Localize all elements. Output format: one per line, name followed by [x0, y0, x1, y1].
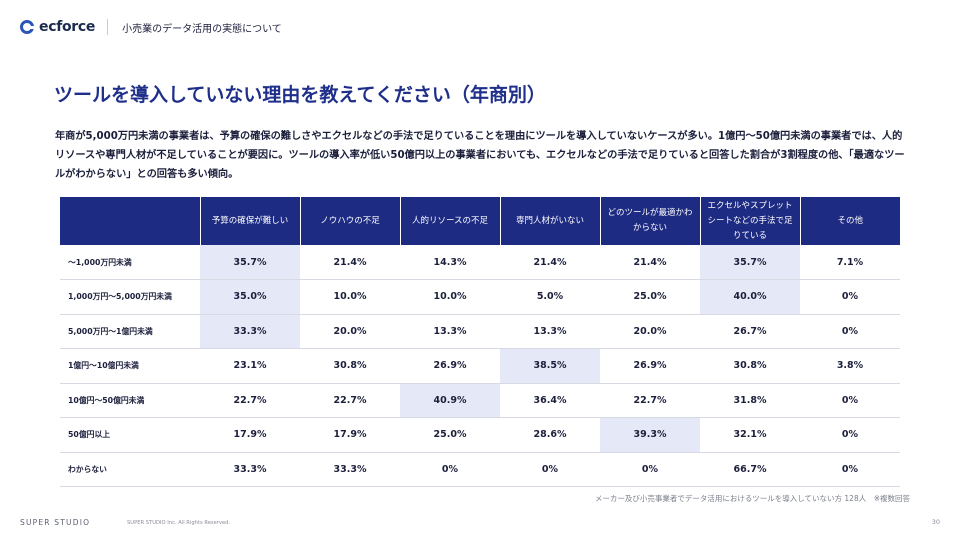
row-label: 50億円以上 [60, 417, 200, 453]
table-row: 50億円以上 17.9% 17.9% 25.0% 28.6% 39.3% 32.1% 0% [60, 417, 900, 453]
table-cell: 26.9% [600, 348, 700, 384]
table-cell: 0% [400, 452, 500, 487]
row-label: わからない [60, 452, 200, 487]
table-cell: 35.7% [700, 245, 800, 280]
row-label: 5,000万円〜1億円未満 [60, 314, 200, 349]
table-cell: 40.0% [700, 279, 800, 315]
table-cell: 33.3% [200, 452, 300, 487]
header: ecforce 小売業のデータ活用の実態について [20, 14, 282, 40]
table-cell: 20.0% [600, 314, 700, 349]
table-cell: 0% [800, 279, 900, 315]
table-cell: 17.9% [300, 417, 400, 453]
table-cell: 7.1% [800, 245, 900, 280]
table-cell: 20.0% [300, 314, 400, 349]
header-divider [107, 19, 109, 35]
table-header-corner [60, 197, 201, 245]
table-cell: 21.4% [600, 245, 700, 280]
table-cell: 25.0% [400, 417, 500, 453]
row-label: 10億円〜50億円未満 [60, 383, 200, 418]
table-cell: 35.7% [200, 245, 300, 280]
row-label: 〜1,000万円未満 [60, 245, 200, 280]
table-cell: 0% [800, 314, 900, 349]
table-header-row: 予算の確保が難しい ノウハウの不足 人的リソースの不足 専門人材がいない どのツ… [60, 197, 900, 245]
table-cell: 22.7% [300, 383, 400, 418]
table-cell: 33.3% [300, 452, 400, 487]
page-title: ツールを導入していない理由を教えてください（年商別） [54, 84, 546, 106]
table-cell: 13.3% [500, 314, 600, 349]
table-cell: 39.3% [600, 417, 700, 453]
column-header: 予算の確保が難しい [200, 197, 301, 245]
table-row: 1,000万円〜5,000万円未満 35.0% 10.0% 10.0% 5.0% 25.0… [60, 279, 900, 315]
table-cell: 23.1% [200, 348, 300, 384]
table-cell: 3.8% [800, 348, 900, 384]
footnote: メーカー及び小売事業者でデータ活用におけるツールを導入していない方 128人 ※… [594, 494, 910, 503]
ecforce-logo-icon [20, 20, 34, 34]
table-cell: 0% [800, 417, 900, 453]
table-cell: 0% [800, 452, 900, 487]
table-cell: 30.8% [700, 348, 800, 384]
table-cell: 0% [600, 452, 700, 487]
table-cell: 38.5% [500, 348, 600, 384]
table-row: 10億円〜50億円未満 22.7% 22.7% 40.9% 36.4% 22.7% 31.8… [60, 383, 900, 418]
table-cell: 0% [500, 452, 600, 487]
table-cell: 10.0% [300, 279, 400, 315]
table-body: 〜1,000万円未満 35.7% 21.4% 14.3% 21.4% 21.4% 35.7%… [60, 245, 900, 487]
table-cell: 0% [800, 383, 900, 418]
column-header: 人的リソースの不足 [400, 197, 501, 245]
row-label: 1億円〜10億円未満 [60, 348, 200, 384]
table-cell: 36.4% [500, 383, 600, 418]
column-header: エクセルやスプレットシートなどの手法で足りている [700, 197, 801, 245]
table-cell: 14.3% [400, 245, 500, 280]
table-row: 5,000万円〜1億円未満 33.3% 20.0% 13.3% 13.3% 20.0% 26… [60, 314, 900, 349]
page-number: 30 [931, 518, 940, 526]
footer-copyright: SUPER STUDIO Inc. All Rights Reserved. [127, 520, 231, 526]
logo-text: ecforce [39, 19, 96, 35]
header-subtitle: 小売業のデータ活用の実態について [122, 23, 282, 35]
table-cell: 66.7% [700, 452, 800, 487]
table-cell: 28.6% [500, 417, 600, 453]
table-cell: 22.7% [200, 383, 300, 418]
table-cell: 33.3% [200, 314, 300, 349]
table-row: 〜1,000万円未満 35.7% 21.4% 14.3% 21.4% 21.4% 35.7%… [60, 245, 900, 280]
table-cell: 25.0% [600, 279, 700, 315]
table-cell: 35.0% [200, 279, 300, 315]
footer-brand: SUPER STUDIO [20, 518, 91, 527]
table-cell: 21.4% [500, 245, 600, 280]
table-cell: 13.3% [400, 314, 500, 349]
table-row: わからない 33.3% 33.3% 0% 0% 0% 66.7% 0% [60, 452, 900, 487]
data-table: 予算の確保が難しい ノウハウの不足 人的リソースの不足 専門人材がいない どのツ… [60, 197, 900, 487]
column-header: ノウハウの不足 [300, 197, 401, 245]
column-header: どのツールが最適かわからない [600, 197, 701, 245]
description: 年商が5,000万円未満の事業者は、予算の確保の難しさやエクセルなどの手法で足り… [55, 131, 905, 180]
table-cell: 17.9% [200, 417, 300, 453]
column-header: 専門人材がいない [500, 197, 601, 245]
table-cell: 26.7% [700, 314, 800, 349]
table-cell: 21.4% [300, 245, 400, 280]
row-label: 1,000万円〜5,000万円未満 [60, 279, 200, 315]
table-cell: 22.7% [600, 383, 700, 418]
table-cell: 26.9% [400, 348, 500, 384]
table-cell: 40.9% [400, 383, 500, 418]
table-row: 1億円〜10億円未満 23.1% 30.8% 26.9% 38.5% 26.9% 30.8%… [60, 348, 900, 384]
column-header: その他 [800, 197, 900, 245]
logo: ecforce [20, 19, 95, 35]
table-cell: 32.1% [700, 417, 800, 453]
table-cell: 5.0% [500, 279, 600, 315]
table-cell: 30.8% [300, 348, 400, 384]
table-cell: 10.0% [400, 279, 500, 315]
table-cell: 31.8% [700, 383, 800, 418]
